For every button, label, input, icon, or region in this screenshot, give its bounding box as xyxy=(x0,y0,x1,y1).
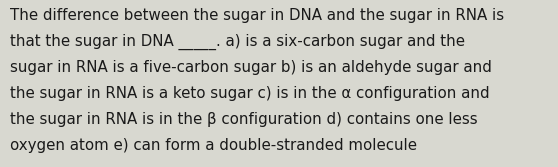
Text: the sugar in RNA is in the β configuration d) contains one less: the sugar in RNA is in the β configurati… xyxy=(10,112,478,127)
Text: oxygen atom e) can form a double-stranded molecule: oxygen atom e) can form a double-strande… xyxy=(10,138,417,153)
Text: sugar in RNA is a five-carbon sugar b) is an aldehyde sugar and: sugar in RNA is a five-carbon sugar b) i… xyxy=(10,60,492,75)
Text: that the sugar in DNA _____. a) is a six-carbon sugar and the: that the sugar in DNA _____. a) is a six… xyxy=(10,34,465,50)
Text: the sugar in RNA is a keto sugar c) is in the α configuration and: the sugar in RNA is a keto sugar c) is i… xyxy=(10,86,489,101)
Text: The difference between the sugar in DNA and the sugar in RNA is: The difference between the sugar in DNA … xyxy=(10,8,504,23)
